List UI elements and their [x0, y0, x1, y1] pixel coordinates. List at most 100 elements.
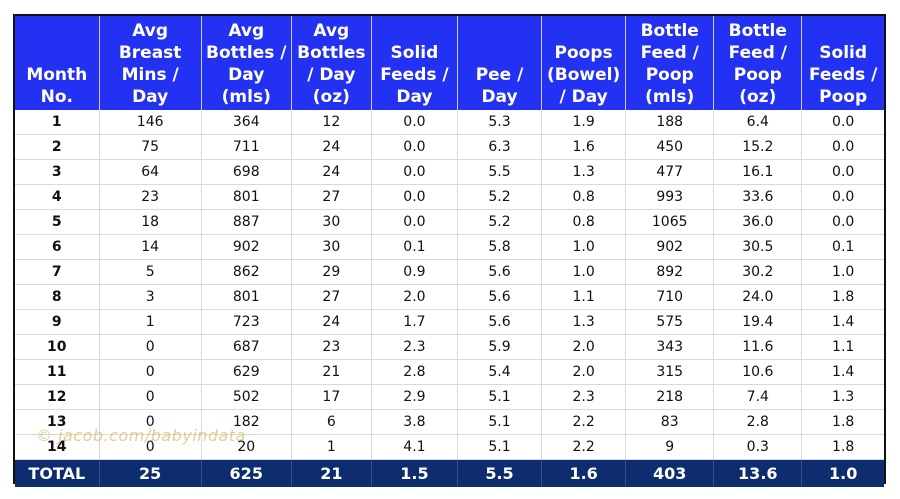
table-cell: 6.3: [457, 134, 543, 160]
column-header-line: Month: [26, 65, 88, 85]
total-cell: 403: [625, 459, 715, 487]
table-cell: 182: [201, 409, 292, 435]
table-cell: 5.2: [457, 184, 543, 210]
table-cell: 7.4: [713, 384, 803, 410]
table-cell: 0.0: [371, 184, 458, 210]
table-cell: 2.8: [713, 409, 803, 435]
total-cell: 25: [99, 459, 202, 487]
column-header-line: Feeds /: [380, 65, 449, 85]
table-cell: 710: [625, 284, 715, 310]
table-cell: 0: [99, 384, 202, 410]
table-cell: 30.5: [713, 234, 803, 260]
table-cell: 0.1: [801, 234, 884, 260]
table-cell: 3: [99, 284, 202, 310]
table-cell: 5.9: [457, 334, 543, 360]
table-row: 5 18 887 30 0.0 5.2 0.8 1065 36.0 0.0: [15, 209, 884, 235]
table-cell: 0.0: [801, 184, 884, 210]
column-header-line: Solid: [390, 43, 439, 63]
column-header-line: Poops: [554, 43, 613, 63]
table-cell: 1.3: [541, 159, 627, 185]
month-cell: 12: [15, 384, 100, 410]
column-header: Avg Breast Mins / Day: [99, 16, 202, 110]
month-cell: 5: [15, 209, 100, 235]
table-cell: 36.0: [713, 209, 803, 235]
table-cell: 0.8: [541, 209, 627, 235]
table-cell: 801: [201, 284, 292, 310]
table-cell: 1.0: [801, 259, 884, 285]
table-cell: 29: [291, 259, 372, 285]
month-cell: 6: [15, 234, 100, 260]
table-cell: 711: [201, 134, 292, 160]
table-cell: 1.8: [801, 409, 884, 435]
table-cell: 862: [201, 259, 292, 285]
table-cell: 0.0: [371, 110, 458, 135]
table-row: 12 0 502 17 2.9 5.1 2.3 218 7.4 1.3: [15, 384, 884, 410]
table-cell: 1.6: [541, 134, 627, 160]
total-cell: 1.0: [801, 459, 884, 487]
column-header: Bottle Feed / Poop (oz): [713, 16, 803, 110]
table-cell: 5.3: [457, 110, 543, 135]
table-row: 13 0 182 6 3.8 5.1 2.2 83 2.8 1.8: [15, 409, 884, 435]
month-cell: 7: [15, 259, 100, 285]
column-header-line: Poop: [819, 87, 868, 107]
table-cell: 2.8: [371, 359, 458, 385]
table-cell: 892: [625, 259, 715, 285]
column-header-line: Avg: [228, 21, 265, 41]
table-cell: 5: [99, 259, 202, 285]
column-header: Avg Bottles / Day (mls): [201, 16, 292, 110]
table-cell: 24: [291, 134, 372, 160]
table-cell: 1.1: [801, 334, 884, 360]
table-cell: 30.2: [713, 259, 803, 285]
table-cell: 364: [201, 110, 292, 135]
month-cell: 11: [15, 359, 100, 385]
total-cell: 625: [201, 459, 292, 487]
total-cell: 21: [291, 459, 372, 487]
table-cell: 24: [291, 159, 372, 185]
table-cell: 1.3: [801, 384, 884, 410]
table-cell: 27: [291, 284, 372, 310]
table-cell: 1.7: [371, 309, 458, 335]
table-cell: 993: [625, 184, 715, 210]
table-cell: 0.9: [371, 259, 458, 285]
column-header: Bottle Feed / Poop (mls): [625, 16, 715, 110]
column-header-line: (mls): [645, 87, 695, 107]
table-row: 3 64 698 24 0.0 5.5 1.3 477 16.1 0.0: [15, 159, 884, 185]
column-header-line: No.: [40, 87, 73, 107]
table-cell: 1: [291, 434, 372, 460]
column-header-line: Bottle: [728, 21, 787, 41]
table-cell: 5.1: [457, 384, 543, 410]
table-cell: 5.5: [457, 159, 543, 185]
column-header-line: Solid: [819, 43, 868, 63]
column-header-line: Avg: [313, 21, 350, 41]
table-cell: 0.0: [371, 159, 458, 185]
table-cell: 0.3: [713, 434, 803, 460]
table-cell: 2.0: [541, 334, 627, 360]
table-row: 11 0 629 21 2.8 5.4 2.0 315 10.6 1.4: [15, 359, 884, 385]
table-cell: 687: [201, 334, 292, 360]
table-cell: 0: [99, 434, 202, 460]
table-cell: 17: [291, 384, 372, 410]
table-cell: 3.8: [371, 409, 458, 435]
table-cell: 4.1: [371, 434, 458, 460]
table-cell: 1.8: [801, 434, 884, 460]
column-header-line: / Day: [559, 87, 608, 107]
table-cell: 1.3: [541, 309, 627, 335]
baby-feeding-table: Month No. Avg Breast Mins / Day Avg Bottles / Da…: [15, 16, 884, 487]
table-cell: 14: [99, 234, 202, 260]
total-cell: 5.5: [457, 459, 543, 487]
table-cell: 16.1: [713, 159, 803, 185]
table-cell: 1.0: [541, 234, 627, 260]
table-cell: 10.6: [713, 359, 803, 385]
column-header-line: Pee /: [475, 65, 524, 85]
table-cell: 1.4: [801, 359, 884, 385]
table-row: 6 14 902 30 0.1 5.8 1.0 902 30.5 0.1: [15, 234, 884, 260]
table-cell: 19.4: [713, 309, 803, 335]
table-cell: 33.6: [713, 184, 803, 210]
column-header-line: Bottle: [640, 21, 699, 41]
table-cell: 343: [625, 334, 715, 360]
table-cell: 1.9: [541, 110, 627, 135]
column-header-line: Day (mls): [221, 65, 271, 107]
table-cell: 0: [99, 409, 202, 435]
column-header-line: Bottles: [297, 43, 366, 63]
data-table-frame: Month No. Avg Breast Mins / Day Avg Bottles / Da…: [13, 14, 886, 487]
